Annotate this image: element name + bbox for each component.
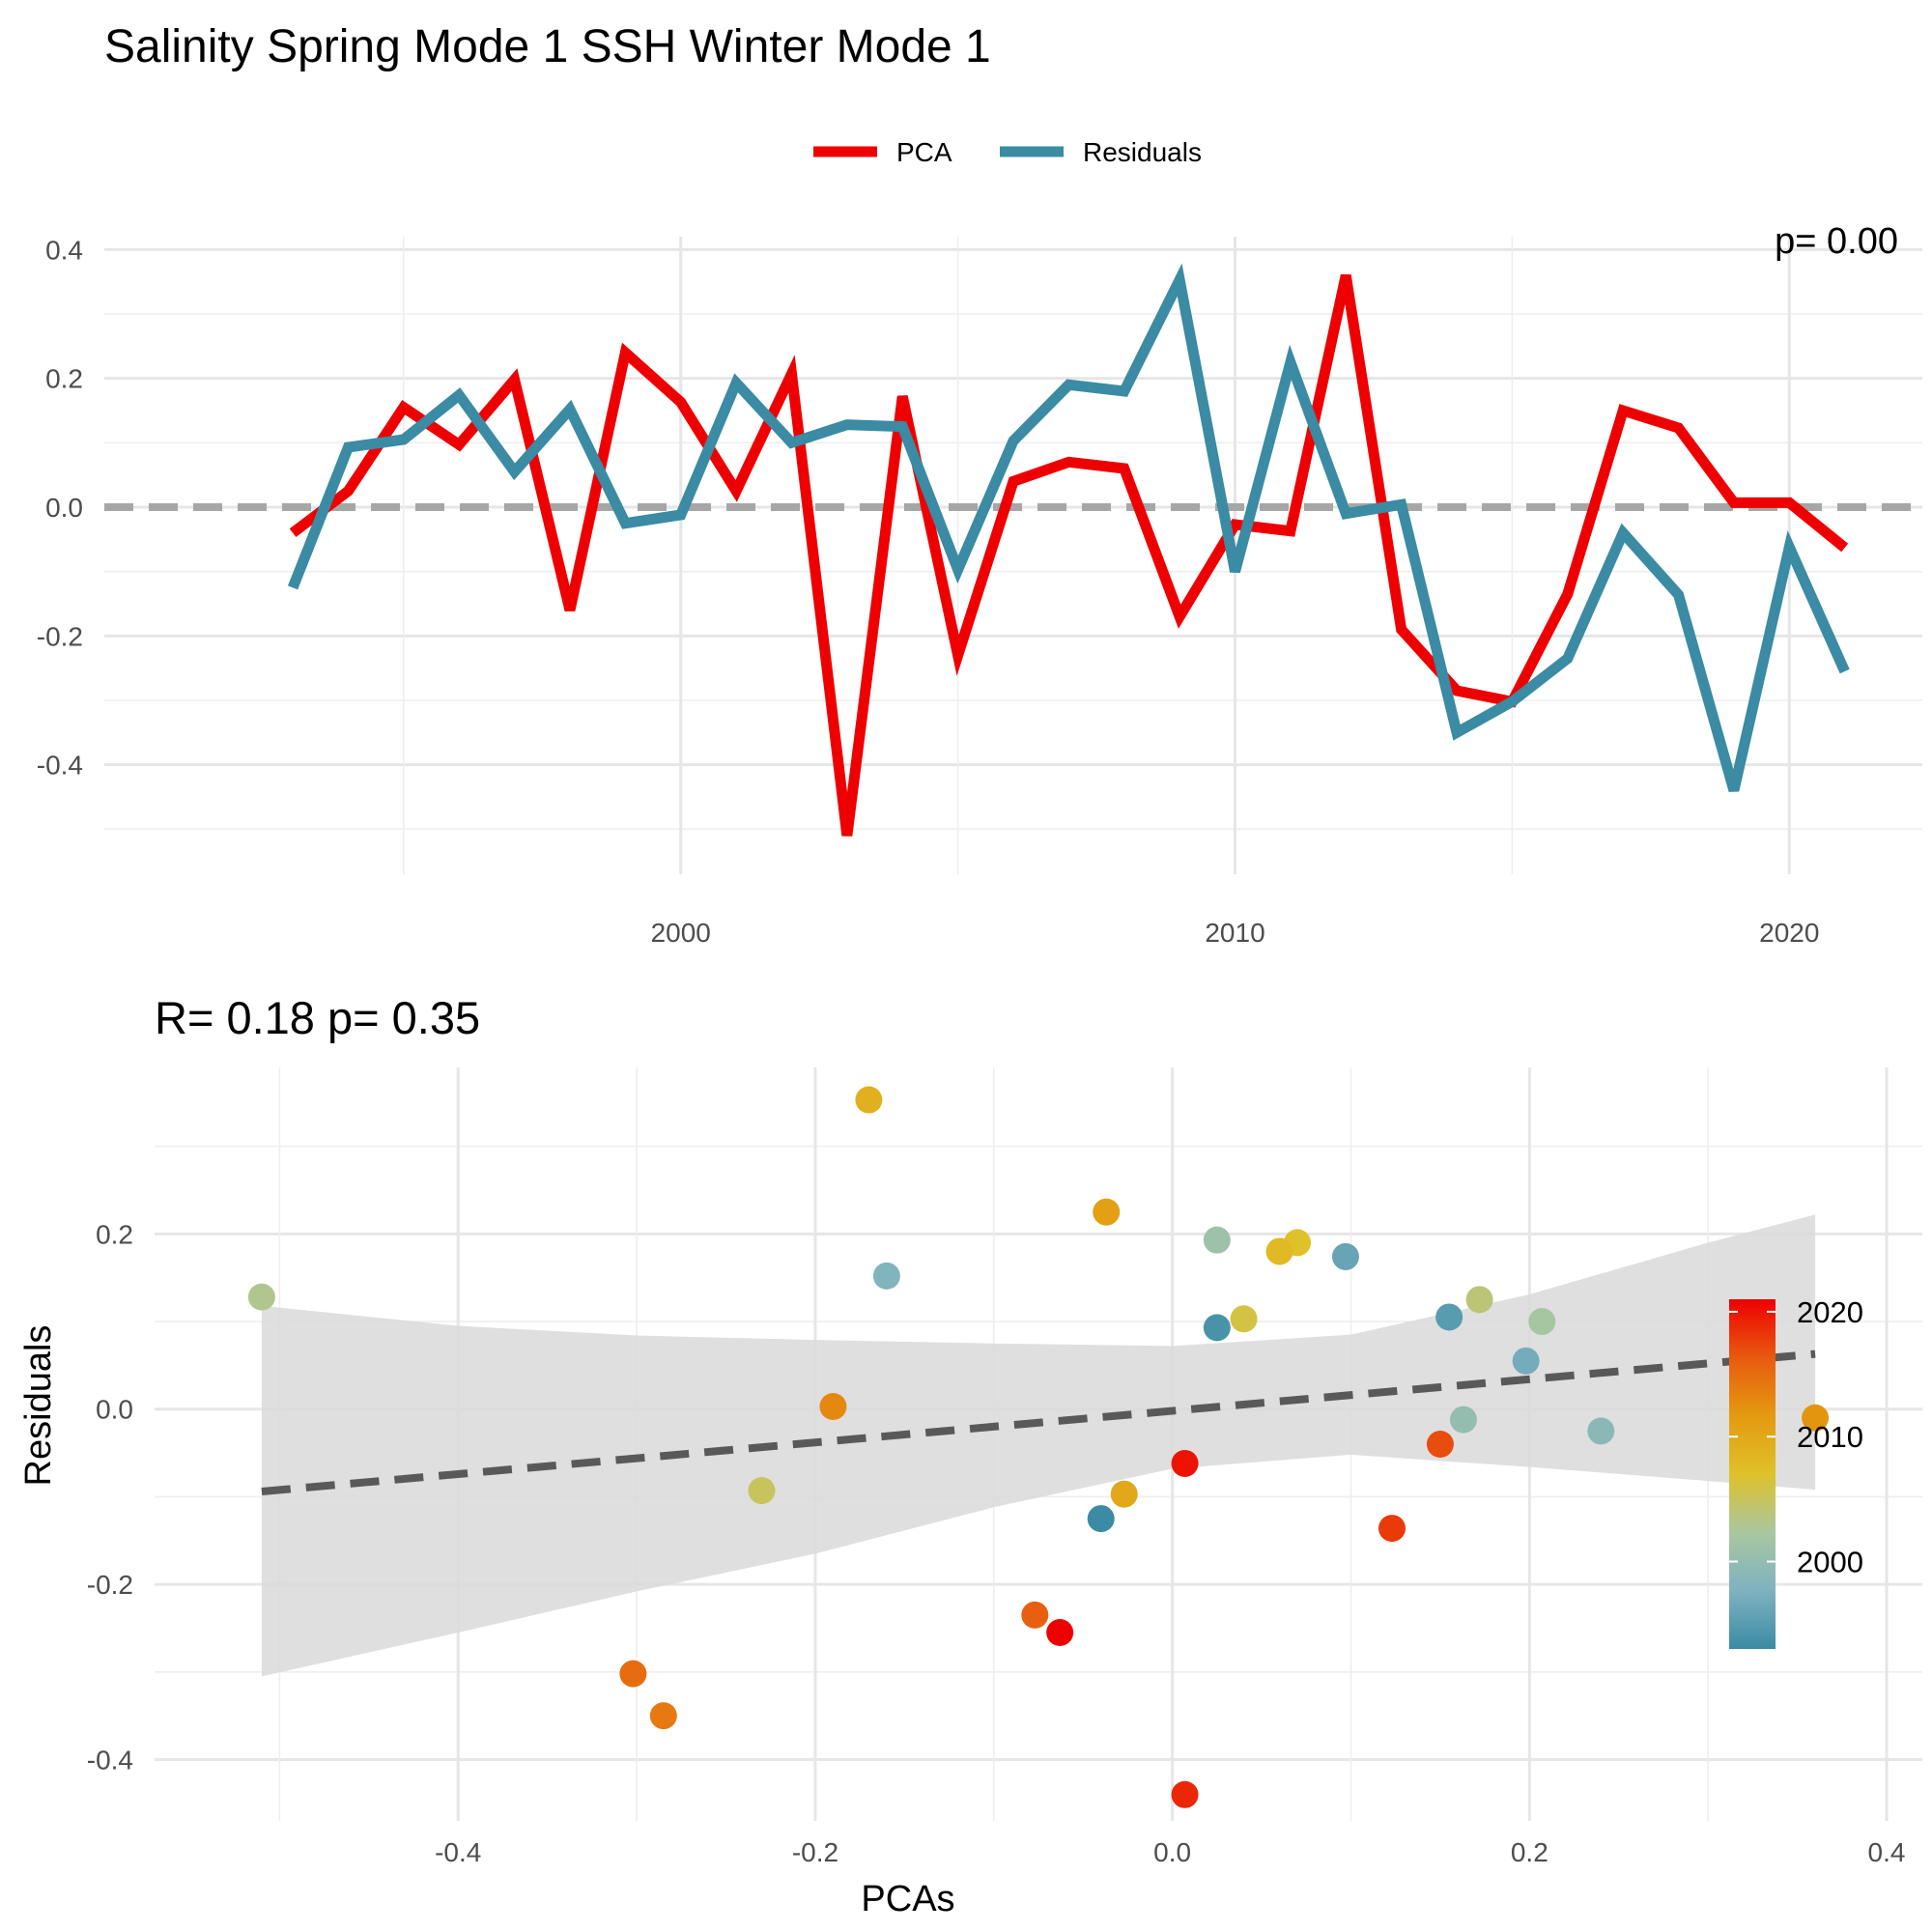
scatter-point (1110, 1480, 1138, 1508)
pca-series-line (289, 273, 1849, 837)
x-tick-label: -0.2 (792, 1837, 838, 1867)
scatter-panel: R= 0.18 p= 0.35 0.20.0-0.2-0.4 -0.4 -0.2 0… (18, 992, 1922, 1919)
scatter-point (1449, 1406, 1477, 1434)
scatter-point (247, 1283, 275, 1311)
trend-line (261, 1350, 1816, 1495)
colorbar-tick-label: 2000 (1797, 1546, 1863, 1579)
x-tick-label: -0.4 (435, 1837, 481, 1867)
scatter-point (649, 1702, 677, 1730)
scatter-point (1171, 1449, 1199, 1477)
confidence-ribbon (261, 1214, 1816, 1677)
scatter-point (1528, 1308, 1556, 1336)
scatter-point (1203, 1226, 1231, 1254)
x-tick-label: 0.4 (1868, 1837, 1906, 1867)
y-tick-label: 0.2 (96, 1219, 133, 1249)
scatter-point (1465, 1286, 1493, 1314)
scatter-point (1512, 1347, 1540, 1375)
scatter-point (819, 1393, 847, 1420)
x-tick-label: 0.2 (1511, 1837, 1548, 1867)
y-tick-label: 0.4 (45, 235, 83, 265)
corner-annotation: p= 0.00 (1775, 221, 1898, 262)
x-tick-label: 2020 (1759, 918, 1819, 948)
colorbar (1729, 1299, 1776, 1649)
y-tick-label: -0.4 (37, 751, 83, 781)
scatter-y-ticks: 0.2 0.0 -0.2 -0.4 (87, 1219, 133, 1775)
colorbar-tick-label: 2010 (1797, 1420, 1863, 1454)
scatter-point (1426, 1431, 1454, 1458)
x-tick-label: 0.0 (1153, 1837, 1191, 1867)
scatter-point (872, 1262, 900, 1290)
x-tick-label: 2000 (651, 918, 711, 948)
y-tick-label: -0.2 (87, 1570, 133, 1600)
time-series-x-ticks: 2000 2010 2020 (651, 918, 1820, 948)
scatter-point (1435, 1303, 1463, 1331)
scatter-title: R= 0.18 p= 0.35 (155, 992, 480, 1043)
scatter-point (1378, 1515, 1406, 1543)
y-tick-label: 0.0 (45, 493, 83, 523)
time-series-panel: 0.4 0.2 0.0 -0.2 -0.4 2000 2010 2020 p= 0.00 (37, 221, 1922, 948)
scatter-point (1331, 1242, 1359, 1270)
y-tick-label: 0.2 (45, 364, 83, 394)
x-tick-label: 2010 (1205, 918, 1264, 948)
scatter-point (1021, 1601, 1049, 1629)
legend-label-residuals: Residuals (1083, 137, 1202, 167)
scatter-point (1203, 1314, 1231, 1342)
time-series-y-ticks: 0.4 0.2 0.0 -0.2 -0.4 (37, 235, 83, 780)
scatter-points (247, 1086, 1830, 1808)
y-axis-title: Residuals (18, 1325, 59, 1487)
scatter-point (1171, 1780, 1199, 1808)
scatter-point (1802, 1404, 1830, 1432)
y-tick-label: 0.0 (96, 1395, 133, 1425)
y-tick-label: -0.4 (87, 1746, 133, 1776)
scatter-point (619, 1660, 647, 1688)
legend-label-pca: PCA (896, 137, 952, 167)
scatter-point (1093, 1198, 1121, 1226)
scatter-point (1587, 1417, 1615, 1445)
legend: PCA Residuals (813, 137, 1202, 167)
residuals-series-line (287, 263, 1850, 792)
scatter-point (855, 1086, 883, 1114)
scatter-point (1087, 1505, 1115, 1533)
scatter-point (748, 1477, 776, 1505)
scatter-x-ticks: -0.4 -0.2 0.0 0.2 0.4 (435, 1837, 1905, 1867)
scatter-point (1230, 1305, 1258, 1333)
x-axis-title: PCAs (861, 1879, 954, 1919)
colorbar-ticks: 2020 2010 2000 (1729, 1295, 1863, 1579)
y-tick-label: -0.2 (37, 621, 83, 651)
colorbar-tick-label: 2020 (1797, 1295, 1863, 1329)
scatter-point (1265, 1237, 1293, 1265)
scatter-point (1046, 1619, 1074, 1646)
figure-title: Salinity Spring Mode 1 SSH Winter Mode 1 (104, 21, 991, 72)
